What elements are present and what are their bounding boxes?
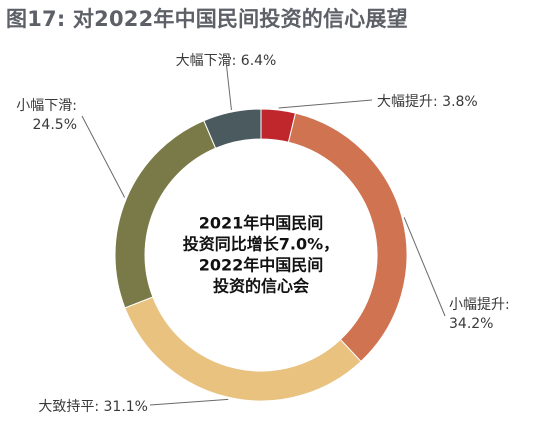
leader-line-3 <box>81 115 126 198</box>
center-text-line-1: 投资同比增长7.0%， <box>183 235 339 254</box>
slice-4 <box>203 108 262 149</box>
slice-label-2: 大致持平: 31.1% <box>38 399 148 415</box>
slice-label-4: 大幅下滑: 6.4% <box>176 52 277 69</box>
leader-line-2 <box>149 398 229 406</box>
chart-title: 图17: 对2022年中国民间投资的信心展望 <box>6 7 408 31</box>
leader-line-1 <box>403 217 446 317</box>
center-text-line-3: 投资的信心会 <box>213 277 309 296</box>
slice-label-0: 大幅提升: 3.8% <box>377 94 478 110</box>
leader-line-4 <box>225 60 232 111</box>
slice-2 <box>124 296 362 402</box>
slice-label-1: 小幅提升: 34.2% <box>449 297 510 332</box>
slice-label-3: 小幅下滑: 24.5% <box>16 97 77 133</box>
center-text-line-2: 2022年中国民间 <box>199 256 324 275</box>
leader-line-0 <box>278 99 373 109</box>
center-text-line-0: 2021年中国民间 <box>199 214 324 233</box>
